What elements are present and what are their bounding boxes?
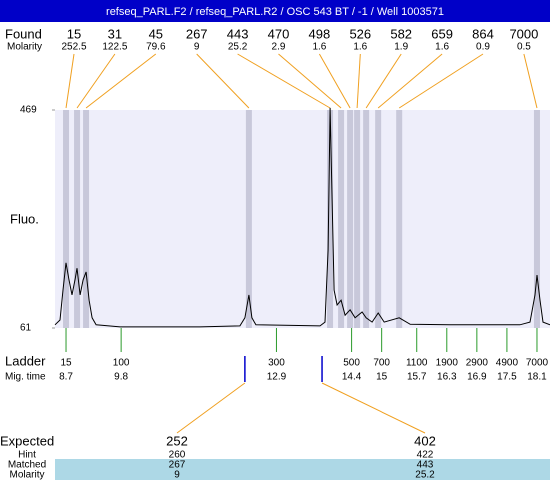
expected-connector [321,382,426,434]
title: refseq_PARL.F2 / refseq_PARL.R2 / OSC 54… [106,6,444,18]
ladder-time: 8.7 [59,372,73,383]
expected-label: Expected [0,433,54,448]
hint-label: Hint [18,450,36,461]
peak-band [245,110,252,328]
peak-molarity: 1.9 [394,42,408,53]
peak-band [338,110,345,328]
peak-band [327,110,334,328]
peak-size: 582 [390,26,412,41]
matched-label: Matched [8,460,46,471]
ladder-size: 1900 [436,358,459,369]
ladder-sublabel: Mig. time [5,372,46,383]
peak-molarity: 1.6 [312,42,326,53]
found-label: Found [5,26,42,41]
peak-connector [278,53,342,109]
peak-connector [523,53,538,109]
peak-connector [196,53,250,109]
peak-band [363,110,370,328]
trace [54,107,550,328]
ladder-size: 1100 [406,358,428,369]
peak-band [354,110,361,328]
ladder-size: 7000 [526,358,549,369]
peak-molarity: 1.6 [435,42,449,53]
ladder-time: 18.1 [527,372,547,383]
peak-size: 864 [472,26,494,41]
peak-connector [76,53,116,109]
ladder-size: 4900 [496,358,519,369]
peak-band [533,110,540,328]
ladder-time: 9.8 [114,372,128,383]
ladder-time: 12.9 [267,372,287,383]
peak-molarity: 0.9 [476,42,490,53]
peak-band [83,110,90,328]
ladder-time: 15 [376,372,388,383]
peak-band [347,110,354,328]
peak-connector [318,53,351,109]
peak-size: 526 [349,26,371,41]
peak-connector [65,53,75,109]
peak-size: 15 [67,26,81,41]
ladder-size: 700 [373,358,390,369]
peak-connector [85,53,157,109]
plot-area [55,110,550,328]
hint-value: 422 [417,450,434,461]
peak-molarity: 9 [194,42,200,53]
peak-connector [237,53,331,109]
peak-molarity: 0.5 [517,42,531,53]
ladder-size: 100 [113,358,130,369]
expected-value: 252 [166,433,188,448]
ladder-size: 15 [60,358,72,369]
peak-size: 498 [309,26,331,41]
peak-connector [365,53,402,109]
peak-band [74,110,81,328]
peak-molarity: 252.5 [61,42,86,53]
ladder-time: 14.4 [342,372,362,383]
expected-value: 402 [414,433,436,448]
peak-molarity: 79.6 [146,42,166,53]
ladder-time: 15.7 [407,372,427,383]
peak-size: 7000 [509,26,538,41]
ladder-size: 500 [343,358,360,369]
y-tick-label: 469 [20,105,37,116]
peak-size: 659 [431,26,453,41]
found-sublabel: Molarity [7,42,42,53]
peak-band [396,110,403,328]
ladder-time: 16.9 [467,372,487,383]
expected-connector [176,382,246,434]
peak-band [375,110,382,328]
molarity-value: 9 [174,470,180,480]
ladder-size: 2900 [466,358,489,369]
molarity-value: 25.2 [415,470,435,480]
matched-value: 267 [169,460,186,471]
peak-connector [398,53,484,109]
peak-molarity: 2.9 [272,42,286,53]
peak-connector [377,53,443,109]
peak-molarity: 1.6 [353,42,367,53]
peak-size: 470 [268,26,290,41]
ladder-size: 300 [268,358,285,369]
peak-size: 45 [149,26,163,41]
peak-size: 443 [227,26,249,41]
y-tick-label: 61 [20,323,32,334]
ladder-label: Ladder [5,353,46,368]
hint-value: 260 [169,450,186,461]
ladder-time: 16.3 [437,372,457,383]
matched-band [55,459,550,480]
peak-size: 31 [108,26,122,41]
ladder-time: 17.5 [497,372,517,383]
peak-molarity: 25.2 [228,42,248,53]
peak-molarity: 122.5 [102,42,127,53]
title-bar [0,0,550,22]
peak-size: 267 [186,26,208,41]
y-label: Fluo. [10,211,39,226]
peak-band [63,110,70,328]
peak-connector [356,53,361,109]
matched-value: 443 [417,460,434,471]
molarity-label: Molarity [9,470,44,480]
